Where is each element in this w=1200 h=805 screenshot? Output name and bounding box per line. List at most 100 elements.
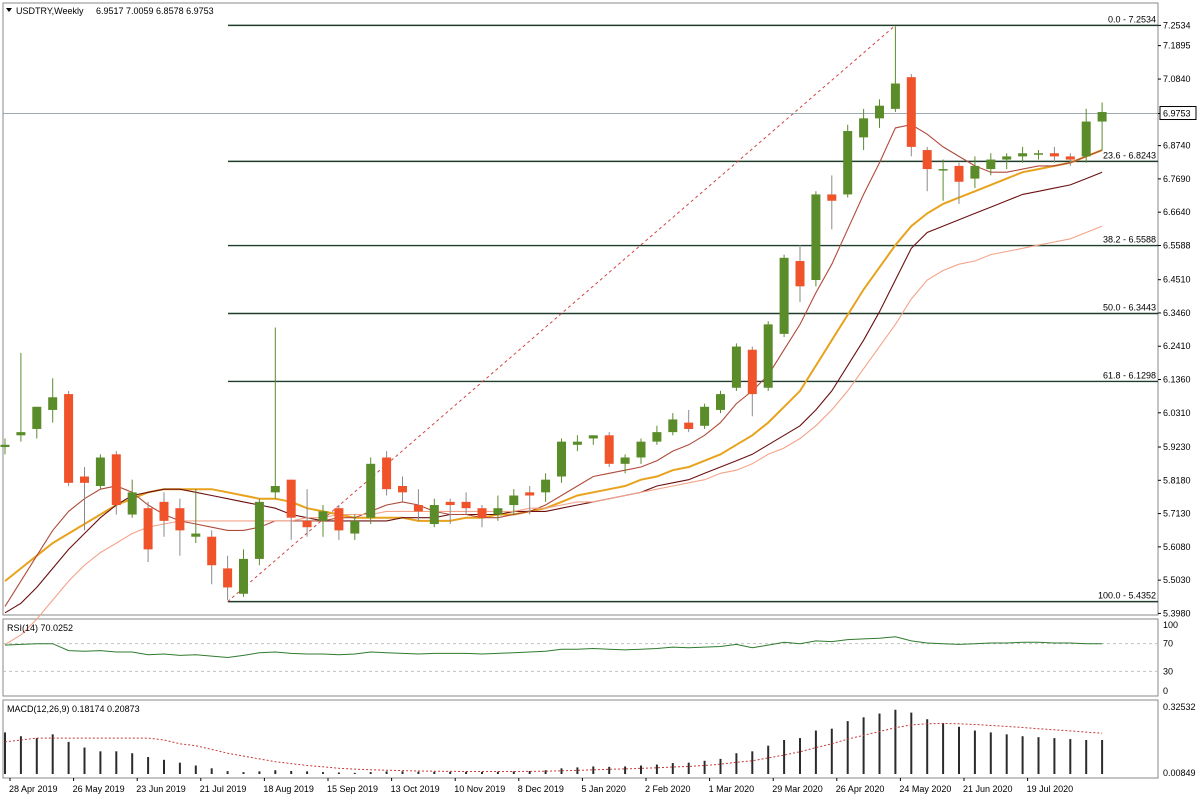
candle-body-bearish: [922, 150, 932, 170]
candle-body-bearish: [954, 165, 964, 182]
symbol-dropdown-icon[interactable]: [6, 8, 12, 12]
candle-body-bearish: [398, 486, 407, 493]
date-axis-label: 18 Aug 2019: [263, 784, 314, 794]
date-axis: 28 Apr 2019 26 May 2019 23 Jun 2019 21 Jul …: [9, 778, 1073, 794]
candle-body-bullish: [620, 457, 630, 464]
candle-body-bullish: [1097, 112, 1107, 122]
date-axis-label: 26 May 2019: [73, 784, 125, 794]
candle-body-bullish: [652, 432, 662, 442]
price-axis-label: 5.3980: [1163, 608, 1191, 618]
fib-level-label: 50.0 - 6.3443: [1103, 303, 1156, 313]
price-axis-label: 5.7130: [1163, 509, 1191, 519]
moving-average-ma_mid: [4, 124, 1103, 607]
fib-level-label: 100.0 - 5.4352: [1098, 591, 1156, 601]
candle-body-bearish: [382, 457, 392, 490]
date-axis-label: 1 Mar 2020: [709, 784, 755, 794]
date-axis-label: 2 Feb 2020: [645, 784, 691, 794]
candle-body-bullish: [16, 432, 26, 436]
candle-body-bullish: [843, 131, 853, 195]
candle-body-bullish: [588, 435, 598, 439]
date-axis-label: 10 Nov 2019: [454, 784, 505, 794]
rsi-axis-label: 0: [1163, 686, 1168, 696]
candle-body-bullish: [493, 508, 503, 515]
candle-body-bullish: [763, 324, 773, 388]
date-axis-label: 26 Apr 2020: [836, 784, 885, 794]
candle-body-bullish: [668, 419, 678, 433]
candle-body-bullish: [700, 406, 710, 426]
candle-body-bullish: [1002, 156, 1012, 160]
rsi-axis-label: 30: [1163, 666, 1173, 676]
price-axis-label: 6.4510: [1163, 275, 1191, 285]
candle-body-bullish: [191, 533, 201, 537]
date-axis-label: 21 Jul 2019: [200, 784, 247, 794]
candle-body-bullish: [557, 441, 566, 477]
candle-body-bullish: [48, 397, 58, 410]
rsi-panel[interactable]: [2, 618, 1159, 697]
candle-body-bullish: [1034, 153, 1043, 155]
date-axis-label: 23 Jun 2019: [136, 784, 186, 794]
date-axis-label: 28 Apr 2019: [9, 784, 58, 794]
price-axis-label: 6.2410: [1163, 341, 1191, 351]
date-axis-label: 29 Mar 2020: [772, 784, 823, 794]
candle-body-bearish: [207, 536, 217, 566]
candle-body-bullish: [779, 257, 789, 334]
candle-body-bullish: [572, 441, 582, 445]
candle-body-bullish: [318, 511, 328, 521]
fib-level-label: 23.6 - 6.8243: [1103, 150, 1156, 160]
price-axis-label: 5.6080: [1163, 542, 1191, 552]
moving-average-ma_slow: [4, 225, 1103, 645]
price-axis-label: 6.0310: [1163, 408, 1191, 418]
candle-body-bearish: [684, 422, 694, 429]
chart-symbol-label: USDTRY,Weekly: [16, 6, 84, 16]
fib-level-label: 0.0 - 7.2534: [1108, 14, 1156, 24]
price-axis-label: 6.7690: [1163, 174, 1191, 184]
moving-averages: [4, 124, 1103, 645]
candle-body-bullish: [890, 83, 900, 109]
macd-indicator: 0.32532 0.00849: [4, 702, 1196, 778]
candle-body-bullish: [429, 505, 439, 525]
candle-body-bullish: [0, 444, 10, 448]
macd-label: MACD(12,26,9) 0.18174 0.20873: [7, 704, 140, 714]
candle-body-bullish: [636, 441, 646, 458]
candle-body-bullish: [875, 105, 884, 119]
candle-body-bearish: [175, 508, 185, 531]
date-axis-label: 8 Dec 2019: [518, 784, 564, 794]
candle-body-bearish: [604, 435, 614, 464]
rsi-label: RSI(14) 70.0252: [7, 623, 73, 633]
price-axis-label: 5.5030: [1163, 575, 1191, 585]
candle-body-bearish: [1049, 153, 1059, 157]
rsi-line: [4, 636, 1103, 659]
candle-body-bullish: [731, 346, 741, 388]
chart-ohlc-values: 6.9517 7.0059 6.8578 6.9753: [96, 6, 214, 16]
price-axis-label: 6.8740: [1163, 141, 1191, 151]
candle-body-bullish: [127, 492, 137, 515]
candle-body-bullish: [970, 165, 980, 179]
fib-level-label: 61.8 - 6.1298: [1103, 370, 1156, 380]
candle-body-bullish: [1018, 153, 1028, 157]
candle-body-bearish: [159, 501, 169, 521]
price-axis-label: 7.2534: [1163, 20, 1191, 30]
candle-body-bearish: [143, 508, 153, 550]
moving-average-ma_fast: [4, 149, 1103, 582]
candle-body-bullish: [938, 169, 948, 171]
candlesticks: [0, 26, 1107, 601]
rsi-indicator: 100 70 30 0: [3, 620, 1178, 696]
trend-line: [3, 24, 1158, 603]
candle-body-bearish: [461, 501, 471, 509]
price-axis-label: 6.5588: [1163, 241, 1191, 251]
current-price-badge-label: 6.9753: [1163, 109, 1191, 119]
candle-body-bearish: [445, 501, 455, 506]
fib-level-label: 38.2 - 6.5588: [1103, 235, 1156, 245]
macd-panel[interactable]: [2, 699, 1159, 779]
candle-body-bullish: [239, 558, 248, 594]
candle-body-bullish: [811, 194, 821, 281]
date-axis-label: 19 Jul 2020: [1027, 784, 1074, 794]
candle-body-bullish: [95, 457, 105, 487]
candle-body-bearish: [111, 454, 121, 506]
candle-body-bearish: [477, 508, 487, 518]
candle-body-bearish: [795, 260, 805, 287]
candle-body-bullish: [32, 406, 42, 429]
candle-body-bullish: [986, 159, 996, 170]
